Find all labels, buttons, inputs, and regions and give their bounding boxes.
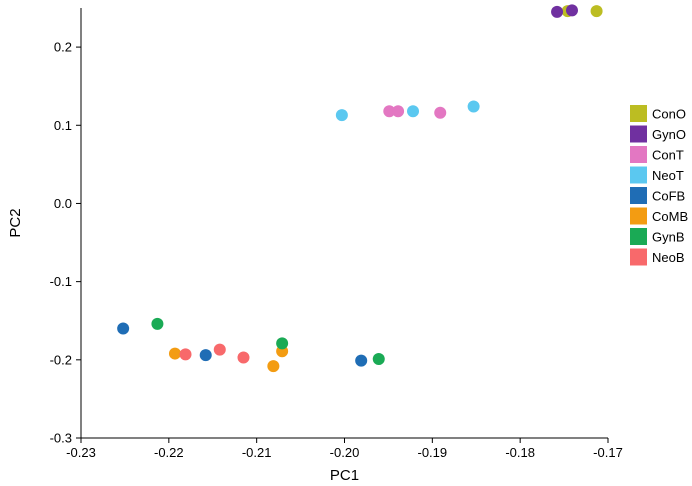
legend-swatch-neob: [630, 248, 647, 266]
legend-label-cono: ConO: [652, 107, 686, 122]
x-tick-label: -0.22: [154, 445, 184, 460]
x-tick-label: -0.17: [593, 445, 623, 460]
legend-swatch-cont: [630, 146, 647, 163]
data-point-cont: [383, 105, 396, 118]
legend-label-neot: NeoT: [652, 168, 684, 183]
data-point-neob: [179, 348, 192, 361]
data-point-gyno: [551, 5, 564, 18]
legend-swatch-cofb: [630, 187, 647, 204]
axes: [80, 8, 608, 439]
data-point-comb: [267, 360, 280, 373]
y-tick-label: -0.3: [50, 431, 72, 446]
legend: ConO GynO ConT NeoT CoFB CoMB GynB NeoB: [630, 105, 688, 266]
y-tick-label: -0.1: [50, 274, 72, 289]
data-point-neob: [213, 343, 226, 356]
legend-label-gyno: GynO: [652, 127, 686, 142]
data-point-cofb: [117, 322, 130, 335]
x-tick-label: -0.19: [418, 445, 448, 460]
data-point-comb: [168, 347, 181, 360]
y-tick-label: 0.2: [54, 40, 72, 55]
legend-label-cofb: CoFB: [652, 189, 685, 204]
data-point-cofb: [355, 354, 368, 367]
x-axis-label: PC1: [330, 467, 359, 484]
y-tick-label: 0.0: [54, 196, 72, 211]
data-point-gyno: [565, 4, 578, 17]
legend-label-neob: NeoB: [652, 250, 685, 265]
y-tick-label: -0.2: [50, 352, 72, 367]
data-point-neot: [335, 109, 348, 122]
data-point-gynb: [276, 337, 289, 350]
data-point-cont: [434, 106, 447, 119]
y-tick-label: 0.1: [54, 118, 72, 133]
x-ticks: -0.23 -0.22 -0.21 -0.20 -0.19 -0.18 -0.17: [66, 438, 623, 460]
legend-swatch-gynb: [630, 228, 647, 245]
data-point-neot: [407, 105, 420, 118]
x-tick-label: -0.20: [330, 445, 360, 460]
x-tick-label: -0.23: [66, 445, 96, 460]
x-tick-label: -0.18: [505, 445, 535, 460]
y-ticks: -0.3 -0.2 -0.1 0.0 0.1 0.2: [50, 40, 81, 446]
legend-label-cont: ConT: [652, 148, 684, 163]
legend-swatch-neot: [630, 166, 647, 184]
data-point-gynb: [151, 317, 164, 330]
y-axis-label: PC2: [7, 208, 24, 237]
legend-swatch-comb: [630, 207, 647, 225]
data-point-cono: [590, 5, 603, 18]
data-point-gynb: [372, 353, 385, 366]
data-points: [117, 4, 603, 373]
legend-label-comb: CoMB: [652, 209, 688, 224]
x-tick-label: -0.21: [242, 445, 272, 460]
data-point-neot: [467, 100, 480, 113]
data-point-cofb: [199, 349, 212, 362]
data-point-cont: [392, 105, 405, 118]
data-point-neob: [237, 351, 250, 364]
legend-label-gynb: GynB: [652, 230, 685, 245]
legend-swatch-cono: [630, 105, 647, 122]
legend-swatch-gyno: [630, 125, 647, 143]
